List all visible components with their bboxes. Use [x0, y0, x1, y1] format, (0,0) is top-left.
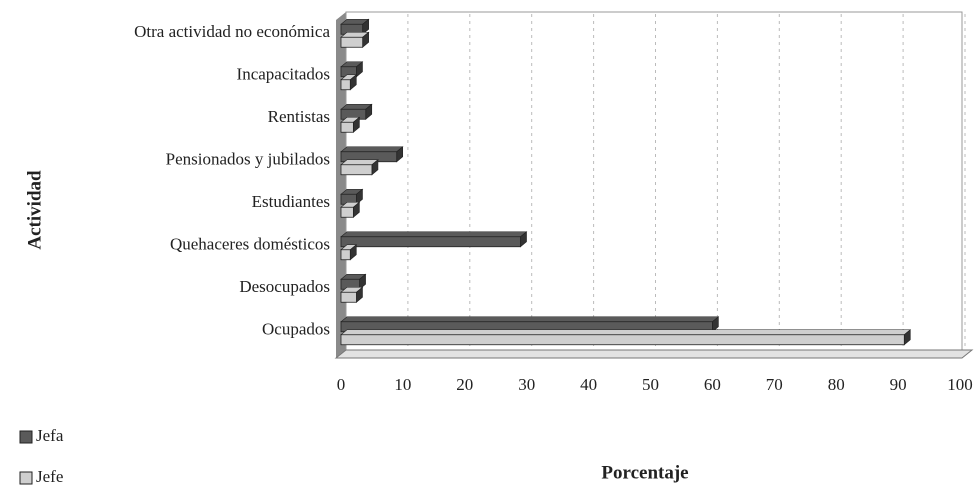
y-tick-label: Desocupados [239, 277, 330, 296]
bar [340, 249, 351, 261]
x-tick-label: 20 [456, 375, 473, 394]
y-tick-label: Quehaceres domésticos [170, 235, 330, 254]
bar [340, 236, 521, 248]
x-tick-label: 10 [394, 375, 411, 394]
x-tick-label: 100 [947, 375, 973, 394]
x-tick-label: 90 [890, 375, 907, 394]
y-tick-label: Rentistas [268, 107, 330, 126]
bar [340, 36, 364, 48]
back-wall [345, 11, 963, 351]
x-tick-label: 0 [337, 375, 346, 394]
x-axis-title: Porcentaje [601, 462, 688, 483]
bar-top [340, 316, 720, 323]
x-tick-label: 60 [704, 375, 721, 394]
x-tick-label: 40 [580, 375, 597, 394]
bar [340, 164, 373, 176]
x-tick-label: 30 [518, 375, 535, 394]
bar-top [340, 146, 404, 153]
x-tick-label: 80 [828, 375, 845, 394]
y-tick-label: Incapacitados [237, 65, 330, 84]
y-tick-label: Estudiantes [252, 192, 330, 211]
legend-swatch [19, 430, 33, 444]
y-axis-title: Actividad [24, 170, 45, 250]
floor [334, 349, 974, 359]
y-tick-label: Pensionados y jubilados [166, 150, 330, 169]
bar [340, 291, 357, 303]
bar-top [340, 329, 912, 336]
bar [340, 206, 354, 218]
bar [340, 334, 905, 346]
bar [340, 79, 351, 91]
y-tick-label: Otra actividad no económica [134, 22, 330, 41]
y-tick-label: Ocupados [262, 320, 330, 339]
x-tick-label: 70 [766, 375, 783, 394]
legend-label: Jefa [36, 426, 64, 445]
x-tick-label: 50 [642, 375, 659, 394]
bar-top [340, 231, 528, 238]
legend-label: Jefe [36, 467, 63, 486]
legend-swatch [19, 471, 33, 485]
bar [340, 121, 354, 133]
left-wall [336, 12, 346, 358]
